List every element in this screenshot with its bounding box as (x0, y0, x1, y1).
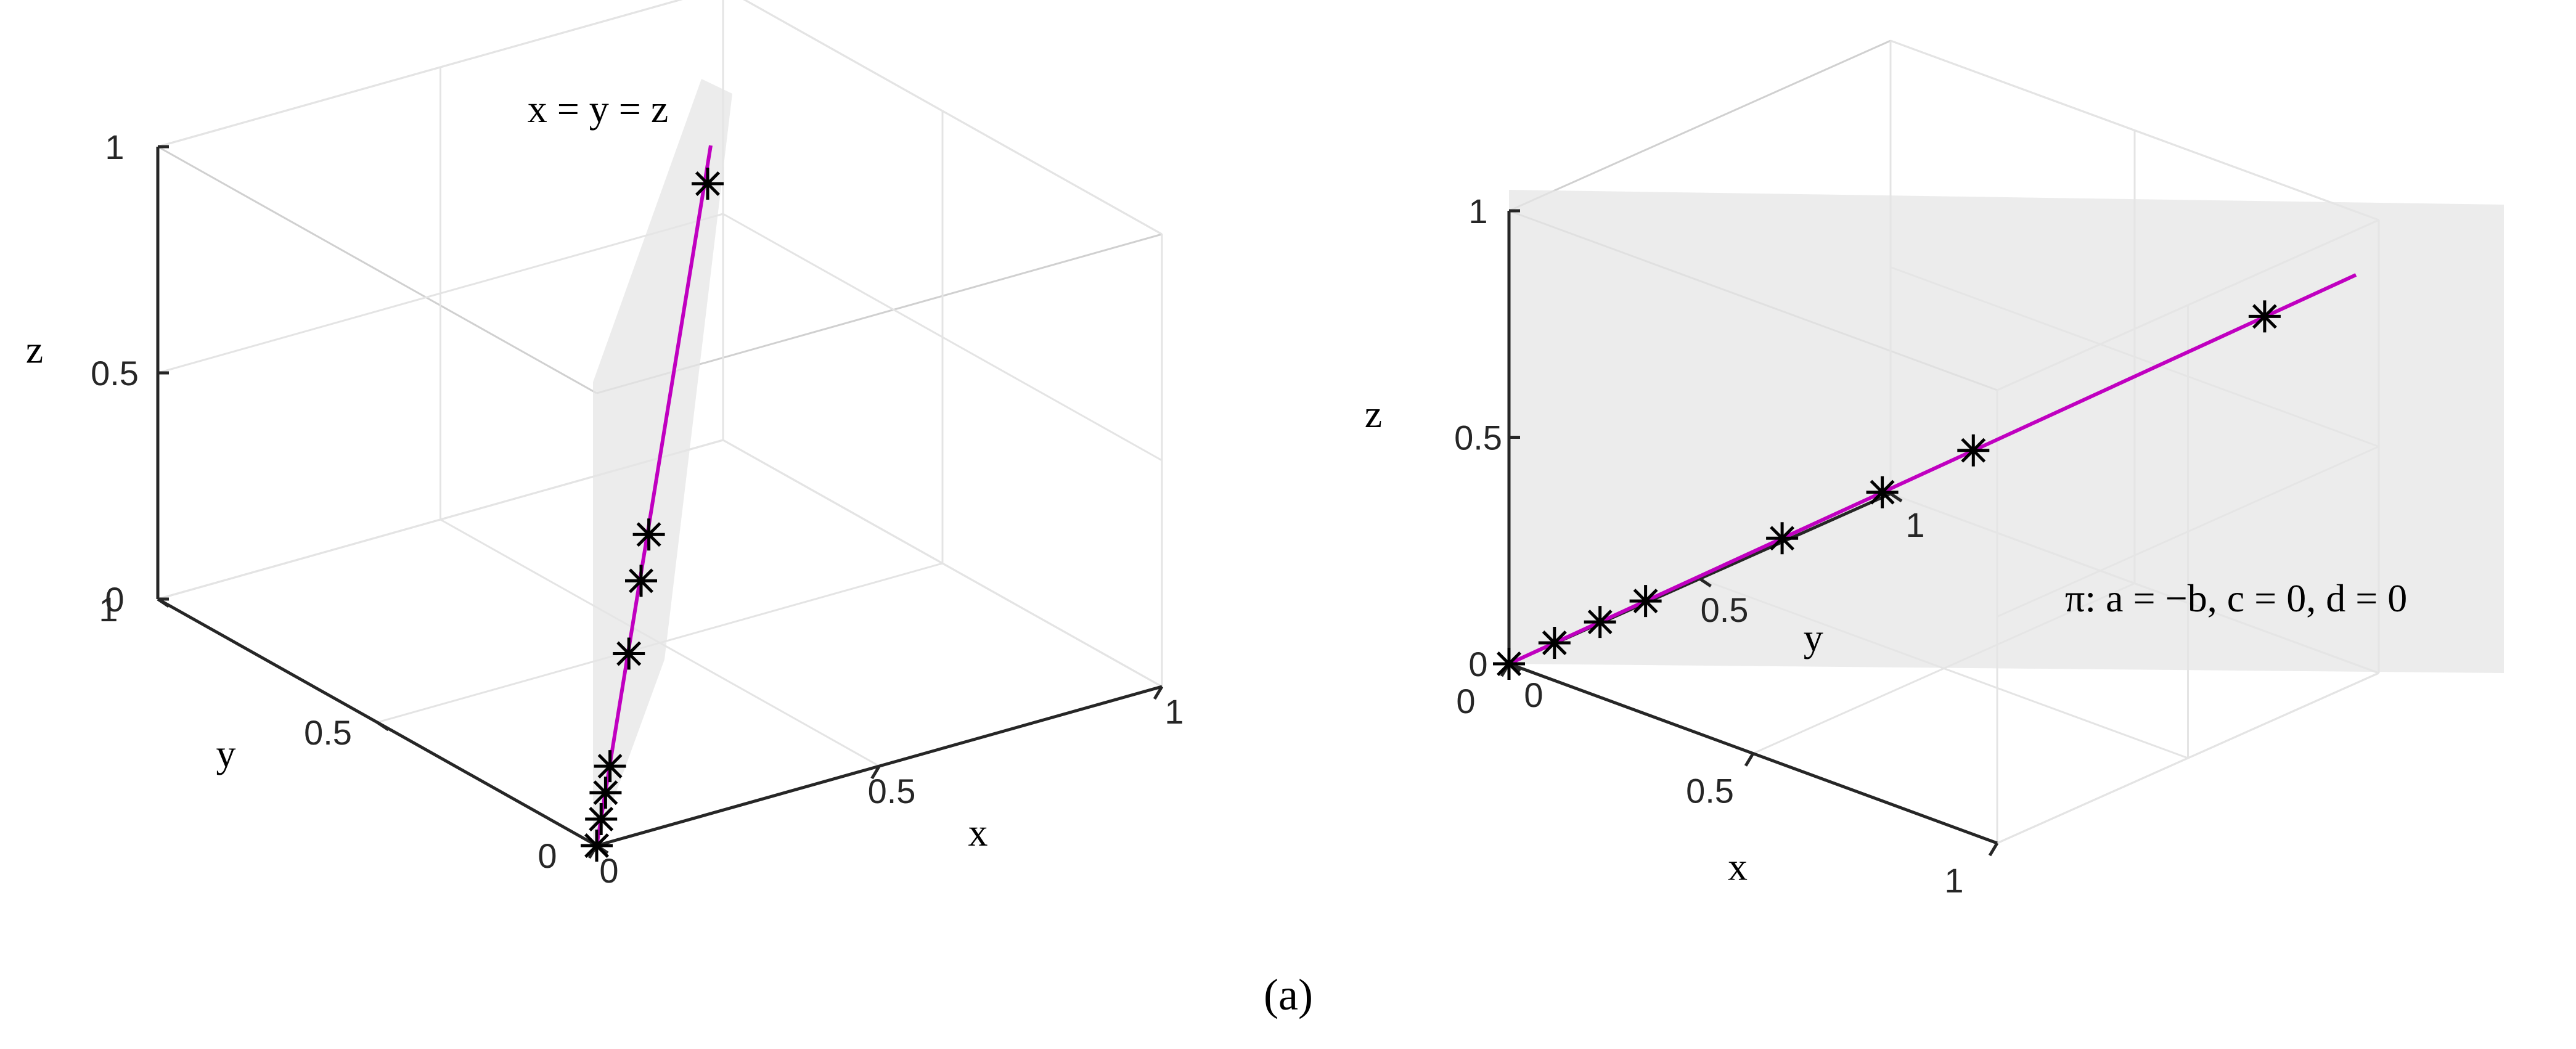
data-point-stroke (1961, 438, 1986, 463)
data-point (1766, 522, 1799, 555)
tick-mark (376, 720, 390, 732)
grid-line (1890, 39, 2379, 221)
tick-mark (1988, 842, 1999, 857)
markers (1493, 300, 2281, 680)
data-point-stroke (593, 780, 618, 806)
grid-line (722, 213, 1163, 462)
grid-line (157, 0, 683, 148)
tick-label-y: 0 (1524, 676, 1543, 714)
data-point-stroke (1870, 480, 1895, 505)
data-point (1866, 476, 1899, 508)
data-point (1538, 627, 1571, 659)
left-3d-plot: 0 0 0 0.5 0.5 0.5 1 1 1 x y z x = y = z (26, 0, 1184, 890)
data-point (585, 803, 618, 835)
axis-label-z: z (1365, 392, 1382, 436)
data-point-stroke (1542, 631, 1567, 655)
tick-label-z: 1 (1468, 192, 1487, 231)
data-point-stroke (1770, 526, 1795, 551)
tick-label-x: 0 (599, 851, 618, 890)
grid-line (157, 213, 724, 374)
axis-labels: x y z (1365, 392, 1823, 889)
tick-label-z: 0 (1468, 645, 1487, 684)
data-point (1584, 606, 1616, 639)
tick-mark (1153, 685, 1164, 700)
data-point (1493, 648, 1525, 680)
data-point-stroke (616, 641, 642, 666)
tick-label-z: 0 (105, 580, 124, 619)
tick-label-z: 0.5 (1454, 418, 1502, 457)
axis-label-x: x (1728, 844, 1748, 888)
data-point-stroke (636, 522, 661, 547)
tick-label-x: 1 (1164, 692, 1184, 731)
annotation-label: π: a = −b, c = 0, d = 0 (2065, 576, 2407, 620)
grid-line (743, 0, 1163, 235)
grid-line (722, 439, 1163, 688)
data-point (594, 750, 626, 783)
data-point (1957, 434, 1990, 467)
series-line (1508, 273, 2357, 666)
tick-label-z: 1 (105, 128, 124, 166)
series (1508, 273, 2357, 666)
data-point-stroke (695, 171, 720, 196)
tick-label-x: 0.5 (868, 772, 916, 810)
box-edge (1508, 39, 1891, 212)
grid-line (1997, 672, 2379, 844)
data-point (1629, 585, 1662, 618)
data-point (581, 830, 613, 862)
axis-labels: x y z (26, 327, 988, 854)
data-point-stroke (629, 568, 653, 594)
data-point-stroke (2252, 304, 2277, 329)
tick-label-x: 0 (1456, 682, 1475, 720)
data-point (692, 168, 724, 200)
tick-label-y: 1 (1905, 505, 1924, 544)
figure-caption: (a) (1264, 970, 1313, 1019)
tick-mark (1744, 753, 1755, 767)
data-point-stroke (1633, 589, 1658, 614)
data-point-stroke (1587, 610, 1613, 635)
ticks: 0 0 0 0.5 0.5 0.5 1 1 1 (91, 128, 1184, 890)
data-point (2248, 300, 2281, 333)
axis-label-y: y (216, 732, 236, 775)
tick-label-y: 1 (99, 590, 118, 629)
annotation-label: x = y = z (528, 87, 669, 131)
series-line (595, 145, 713, 846)
series (595, 145, 713, 846)
tick-label-y: 0 (538, 836, 557, 875)
data-point (632, 518, 665, 551)
axis-label-y: y (1804, 616, 1823, 659)
data-point (589, 777, 622, 809)
markers (581, 168, 724, 862)
tick-label-y: 0.5 (304, 713, 352, 752)
tick-mark (1889, 492, 1903, 503)
data-point (625, 565, 657, 597)
tick-mark (157, 597, 170, 608)
data-point (613, 637, 645, 670)
data-point-stroke (1497, 651, 1521, 676)
tick-label-z: 0.5 (91, 354, 139, 393)
tick-mark (1699, 577, 1712, 588)
tick-mark (870, 765, 881, 780)
data-point-stroke (597, 754, 623, 779)
box-edge (157, 145, 597, 394)
tick-label-x: 1 (1944, 861, 1963, 900)
tick-label-y: 0.5 (1701, 590, 1749, 629)
tick-label-x: 0.5 (1686, 772, 1734, 810)
data-point-stroke (584, 833, 609, 858)
data-point-stroke (589, 807, 614, 831)
axis-label-z: z (26, 327, 43, 371)
axis-label-x: x (968, 810, 988, 854)
